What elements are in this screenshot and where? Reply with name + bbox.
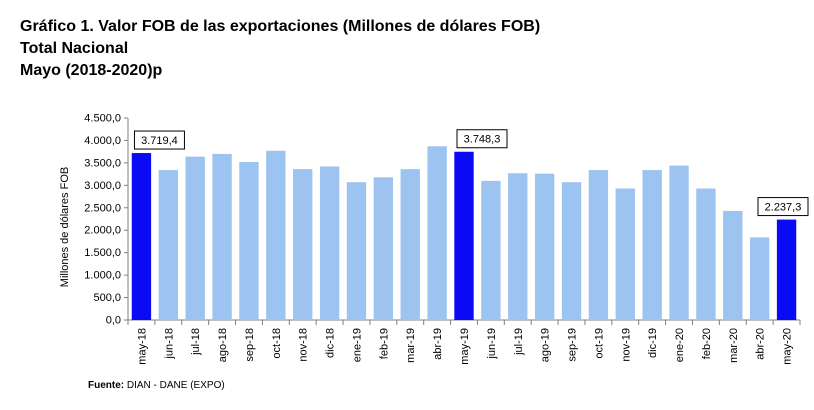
bar-may-18 xyxy=(131,153,152,320)
x-tick-label: jun-18 xyxy=(163,328,175,360)
x-tick-label: sep-19 xyxy=(567,328,579,362)
y-tick-label: 1.500,0 xyxy=(84,247,121,259)
x-tick-label: nov-18 xyxy=(298,328,310,362)
x-tick-label: ago-19 xyxy=(540,328,552,362)
bar-abr-19 xyxy=(427,146,447,320)
source-text: DIAN - DANE (EXPO) xyxy=(124,380,225,391)
bar-mar-19 xyxy=(400,169,420,320)
x-tick-label: dic-19 xyxy=(647,328,659,358)
bar-nov-18 xyxy=(293,169,313,320)
x-tick-label: abr-19 xyxy=(432,328,444,360)
bar-dic-19 xyxy=(642,170,662,320)
bar-dic-18 xyxy=(319,166,340,320)
bar-may-19 xyxy=(454,151,474,320)
y-tick-label: 1.000,0 xyxy=(84,270,121,282)
bar-feb-20 xyxy=(696,188,716,320)
x-tick-label: dic-18 xyxy=(325,328,337,358)
bar-abr-20 xyxy=(750,237,770,320)
x-tick-label: may-20 xyxy=(782,328,794,365)
x-tick-label: feb-20 xyxy=(701,328,713,359)
x-tick-label: jul-18 xyxy=(190,328,202,356)
bar-ene-19 xyxy=(346,182,367,320)
bar-jul-18 xyxy=(185,156,205,320)
y-tick-label: 3.500,0 xyxy=(84,157,121,169)
y-tick-label: 2.000,0 xyxy=(84,225,121,237)
bar-jul-19 xyxy=(508,173,528,320)
x-tick-label: ago-18 xyxy=(217,328,229,362)
x-tick-label: jul-19 xyxy=(513,328,525,356)
x-tick-label: nov-19 xyxy=(620,328,632,362)
bar-ene-20 xyxy=(669,165,689,320)
y-axis-title: Millones de dólares FOB xyxy=(59,167,71,287)
data-label-box xyxy=(757,197,809,217)
x-tick-label: may-19 xyxy=(459,328,471,365)
bar-nov-19 xyxy=(615,188,635,320)
data-label: 3.748,3 xyxy=(464,134,501,146)
chart-title-block: Gráfico 1. Valor FOB de las exportacione… xyxy=(20,16,540,82)
data-label-box xyxy=(133,130,185,150)
y-tick-label: 0,0 xyxy=(106,315,121,327)
x-tick-label: oct-18 xyxy=(271,328,283,359)
bar-ago-18 xyxy=(212,153,232,320)
x-tick-label: feb-19 xyxy=(378,328,390,359)
data-label: 3.719,4 xyxy=(141,135,178,147)
bar-feb-19 xyxy=(373,177,394,320)
chart-subtitle: Total Nacional xyxy=(20,40,129,57)
x-tick-label: ene-20 xyxy=(674,328,686,362)
bar-oct-18 xyxy=(266,150,286,320)
chart-period: Mayo (2018-2020)p xyxy=(20,62,163,79)
x-tick-label: ene-19 xyxy=(351,328,363,362)
x-tick-label: mar-20 xyxy=(728,328,740,363)
source-note: Fuente: DIAN - DANE (EXPO) xyxy=(88,380,225,391)
bar-mar-20 xyxy=(723,210,743,320)
y-tick-label: 2.500,0 xyxy=(84,202,121,214)
data-label: 2.237,3 xyxy=(765,202,802,214)
x-tick-label: oct-19 xyxy=(593,328,605,359)
bar-oct-19 xyxy=(588,170,609,320)
x-tick-label: sep-18 xyxy=(244,328,256,362)
y-tick-label: 500,0 xyxy=(93,292,121,304)
bar-ago-19 xyxy=(534,173,555,320)
bar-jun-18 xyxy=(158,170,178,320)
source-label: Fuente: xyxy=(88,380,125,391)
bar-sep-19 xyxy=(561,182,582,320)
y-tick-label: 4.500,0 xyxy=(84,113,121,125)
x-tick-label: mar-19 xyxy=(405,328,417,363)
x-tick-label: abr-20 xyxy=(755,328,767,360)
x-tick-label: jun-19 xyxy=(486,328,498,360)
y-tick-label: 3.000,0 xyxy=(84,180,121,192)
data-label-box xyxy=(456,129,508,149)
y-tick-label: 4.000,0 xyxy=(84,135,121,147)
x-tick-label: may-18 xyxy=(136,328,148,365)
bar-jun-19 xyxy=(481,180,501,320)
bar-sep-18 xyxy=(239,161,259,320)
chart-title: Gráfico 1. Valor FOB de las exportacione… xyxy=(20,18,541,35)
bar-may-20 xyxy=(776,219,797,320)
